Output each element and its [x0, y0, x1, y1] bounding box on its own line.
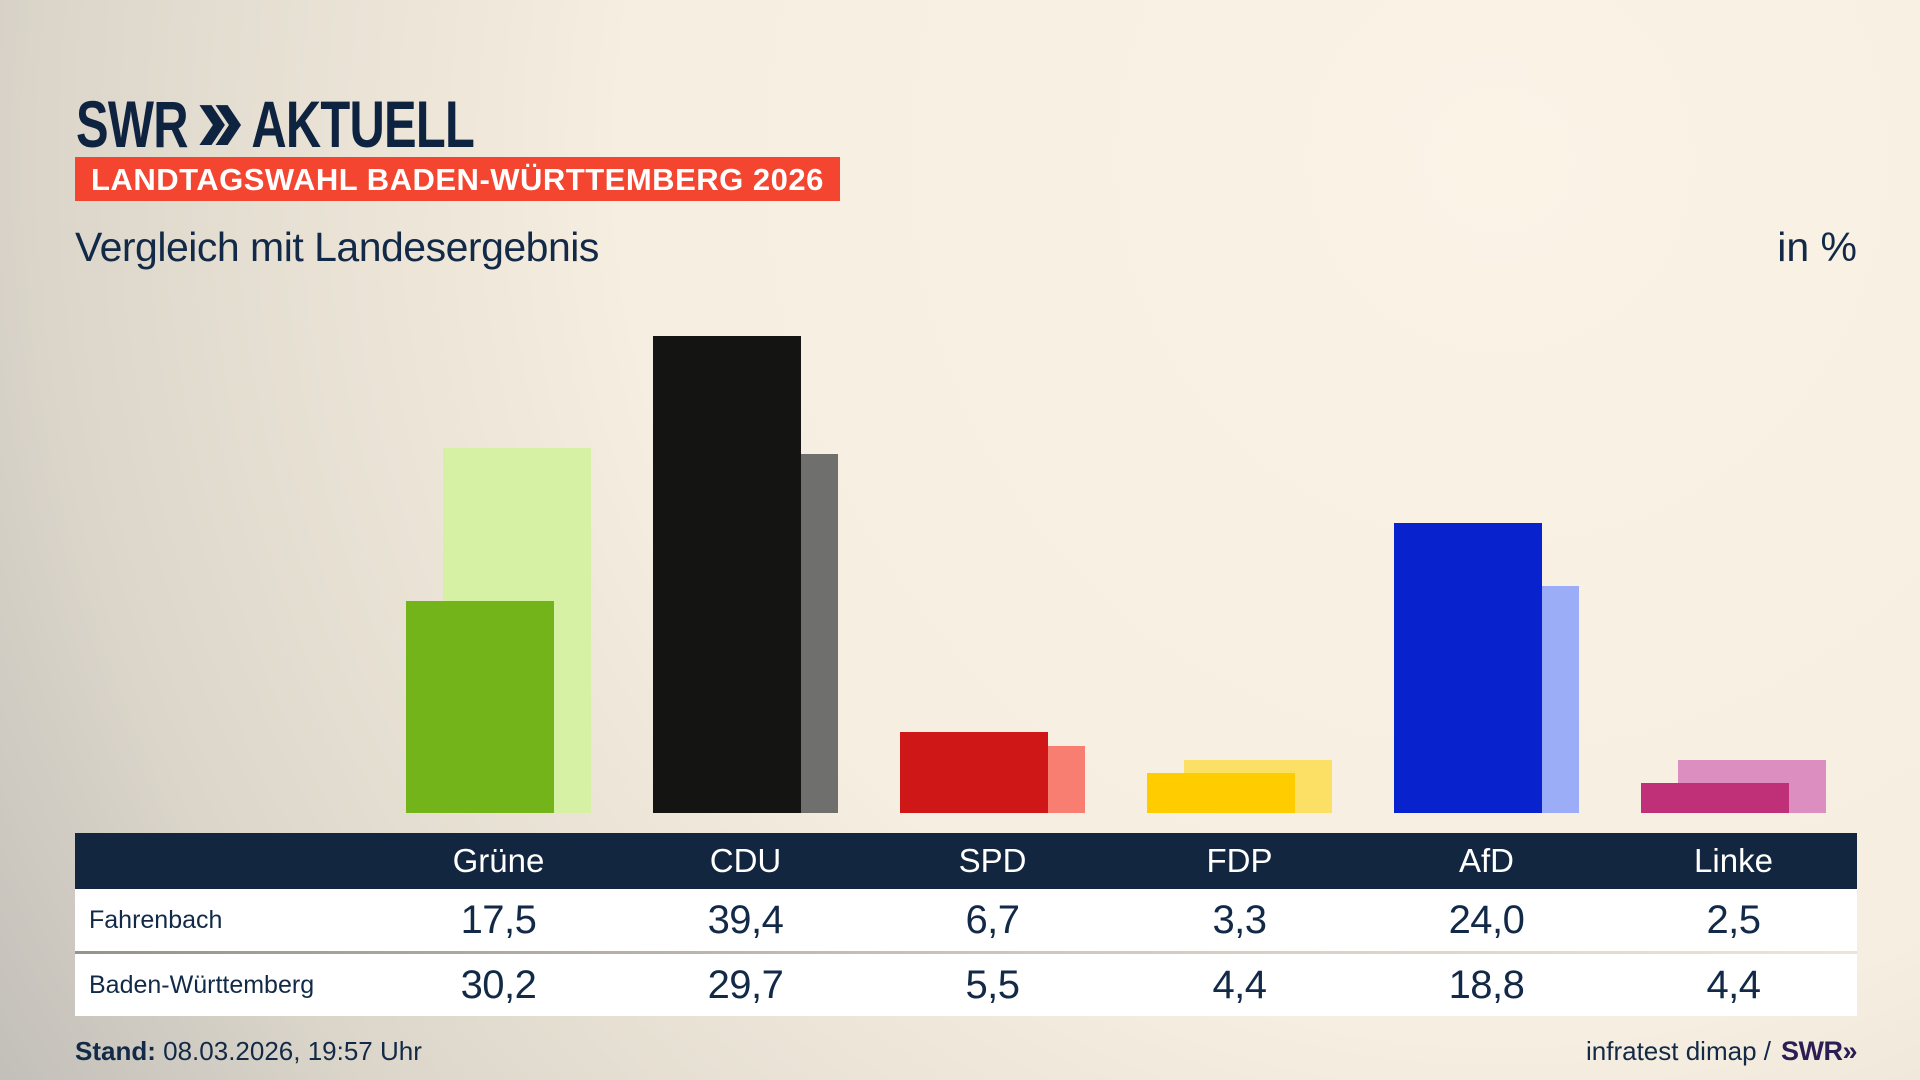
- bar-gr-ne-fahrenbach: [406, 601, 554, 813]
- double-chevron-right-icon: [198, 102, 242, 148]
- table-value-linke-fahrenbach: 2,5: [1706, 897, 1761, 942]
- table-value-afd-baden-w-rttemberg: 18,8: [1448, 962, 1525, 1007]
- table-header-cell-fdp: FDP: [1206, 842, 1273, 879]
- source-swr-brand: SWR»: [1780, 1036, 1858, 1066]
- source-credit: infratest dimap / SWR»: [1586, 1036, 1858, 1067]
- table-header-row: Grüne CDU SPD FDP AfD Linke: [75, 833, 1857, 889]
- bar-afd-fahrenbach: [1394, 523, 1542, 813]
- table-value-fdp-baden-w-rttemberg: 4,4: [1212, 962, 1267, 1007]
- table-value-fdp-fahrenbach: 3,3: [1212, 897, 1267, 942]
- table-row-baden-wuerttemberg: Baden-Württemberg 30,2 29,7 5,5 4,4 18,8 4,4: [75, 954, 1857, 1016]
- table-header-cell-afd: AfD: [1458, 842, 1514, 879]
- timestamp: Stand: 08.03.2026, 19:57 Uhr: [75, 1036, 422, 1067]
- table-value-spd-fahrenbach: 6,7: [965, 897, 1020, 942]
- table-row-fahrenbach: Fahrenbach 17,5 39,4 6,7 3,3 24,0 2,5: [75, 889, 1857, 951]
- timestamp-label: Stand:: [75, 1036, 156, 1066]
- source-text: infratest dimap /: [1586, 1036, 1771, 1066]
- table-row-divider: [75, 951, 1857, 954]
- bar-fdp-fahrenbach: [1147, 773, 1295, 813]
- bar-spd-fahrenbach: [900, 732, 1048, 813]
- table-value-linke-baden-w-rttemberg: 4,4: [1706, 962, 1761, 1007]
- table-header-spacer: [75, 833, 375, 889]
- table-header-cell-gr-ne: Grüne: [452, 842, 545, 879]
- timestamp-value: 08.03.2026, 19:57 Uhr: [163, 1036, 422, 1066]
- table-row-label: Baden-Württemberg: [89, 970, 315, 999]
- logo-swr-text: SWR: [76, 87, 188, 161]
- table-row-label: Fahrenbach: [89, 905, 223, 934]
- table-header-cell-spd: SPD: [958, 842, 1027, 879]
- table-header-cell-linke: Linke: [1694, 842, 1773, 879]
- table-header-cell-cdu: CDU: [709, 842, 782, 879]
- bar-cdu-fahrenbach: [653, 336, 801, 813]
- unit-label: in %: [1777, 224, 1857, 270]
- table-value-gr-ne-fahrenbach: 17,5: [460, 897, 537, 942]
- table-value-afd-fahrenbach: 24,0: [1448, 897, 1525, 942]
- logo-aktuell-text: AKTUELL: [251, 87, 475, 161]
- table-value-cdu-baden-w-rttemberg: 29,7: [707, 962, 784, 1007]
- chart-title: Vergleich mit Landesergebnis: [75, 224, 599, 270]
- table-value-spd-baden-w-rttemberg: 5,5: [965, 962, 1020, 1007]
- table-value-cdu-fahrenbach: 39,4: [707, 897, 784, 942]
- election-badge: LANDTAGSWAHL BADEN-WÜRTTEMBERG 2026: [75, 157, 840, 201]
- table-value-gr-ne-baden-w-rttemberg: 30,2: [460, 962, 537, 1007]
- swr-aktuell-logo: SWR AKTUELL: [76, 86, 475, 162]
- bar-linke-fahrenbach: [1641, 783, 1789, 813]
